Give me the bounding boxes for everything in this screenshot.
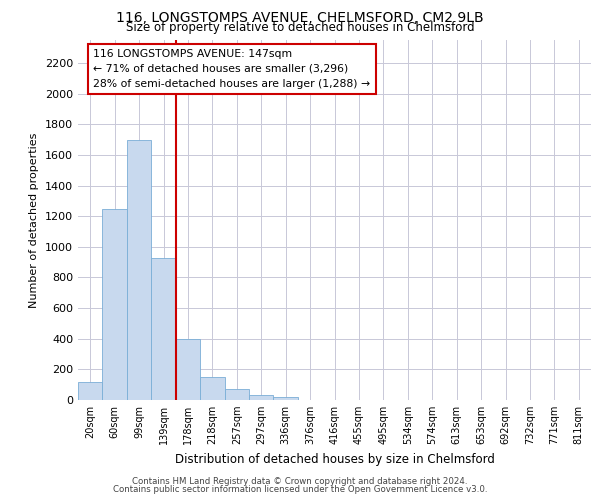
Bar	[103, 208, 127, 400]
Bar	[176, 338, 200, 400]
Text: Size of property relative to detached houses in Chelmsford: Size of property relative to detached ho…	[125, 22, 475, 35]
Bar	[224, 390, 249, 400]
Text: 116, LONGSTOMPS AVENUE, CHELMSFORD, CM2 9LB: 116, LONGSTOMPS AVENUE, CHELMSFORD, CM2 …	[116, 11, 484, 25]
Bar	[249, 394, 274, 400]
Bar	[78, 382, 103, 400]
Y-axis label: Number of detached properties: Number of detached properties	[29, 132, 40, 308]
Text: 116 LONGSTOMPS AVENUE: 147sqm
← 71% of detached houses are smaller (3,296)
28% o: 116 LONGSTOMPS AVENUE: 147sqm ← 71% of d…	[94, 49, 371, 88]
X-axis label: Distribution of detached houses by size in Chelmsford: Distribution of detached houses by size …	[175, 452, 494, 466]
Bar	[274, 397, 298, 400]
Bar	[200, 377, 224, 400]
Text: Contains HM Land Registry data © Crown copyright and database right 2024.: Contains HM Land Registry data © Crown c…	[132, 478, 468, 486]
Bar	[151, 258, 176, 400]
Bar	[127, 140, 151, 400]
Text: Contains public sector information licensed under the Open Government Licence v3: Contains public sector information licen…	[113, 485, 487, 494]
